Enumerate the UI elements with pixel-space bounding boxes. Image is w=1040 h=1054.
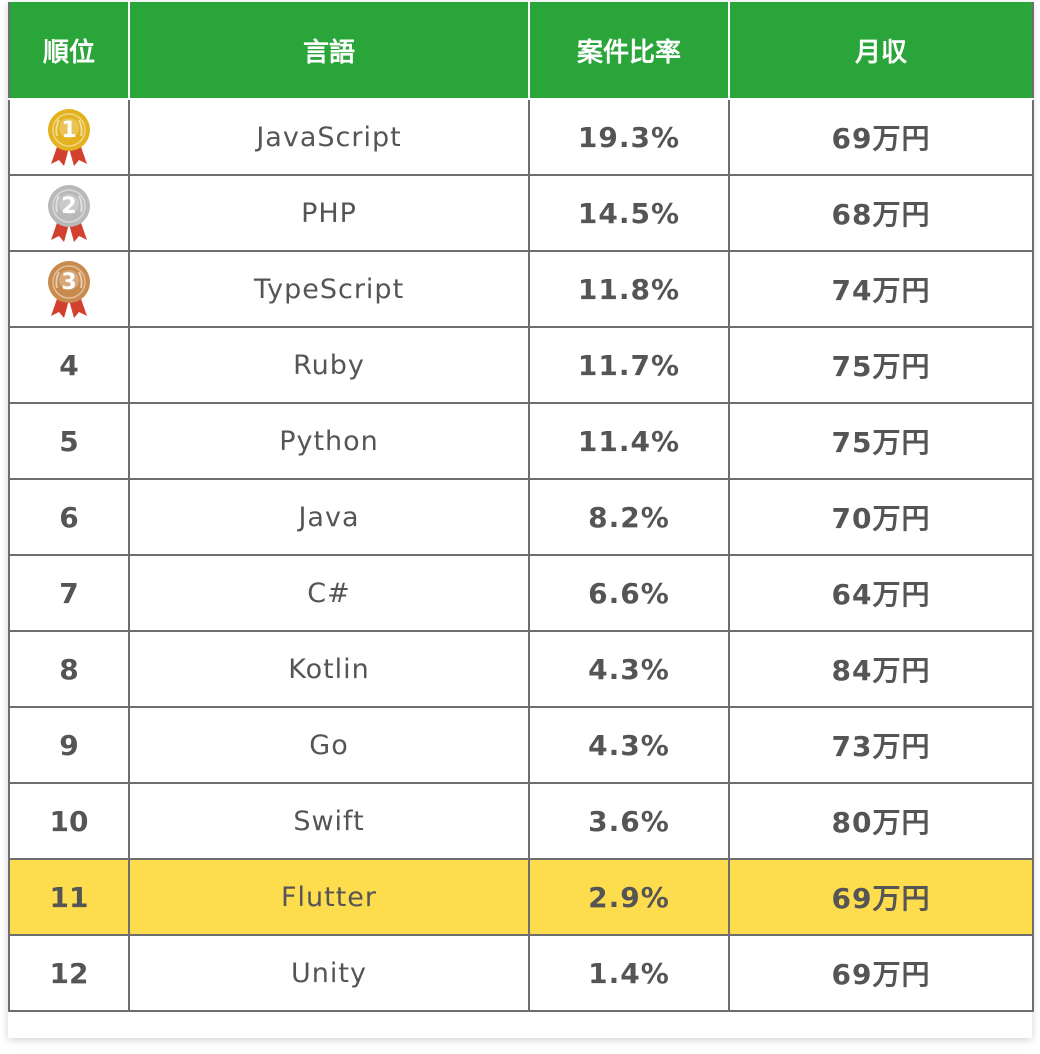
table-row: 7 C# 6.6% 64万円 bbox=[8, 554, 1034, 632]
case-ratio-cell: 8.2% bbox=[528, 478, 730, 556]
bronze-medal-icon: 3 bbox=[48, 261, 90, 318]
language-cell: Ruby bbox=[128, 326, 530, 404]
rank-number: 5 bbox=[59, 424, 79, 458]
language-cell: Go bbox=[128, 706, 530, 784]
language-cell: PHP bbox=[128, 174, 530, 252]
rank-number: 9 bbox=[59, 728, 79, 762]
rank-cell: 3 bbox=[8, 250, 130, 328]
rank-number: 11 bbox=[49, 880, 89, 914]
rank-number: 7 bbox=[59, 576, 79, 610]
language-cell: Java bbox=[128, 478, 530, 556]
header-language: 言語 bbox=[128, 2, 530, 100]
language-cell: Flutter bbox=[128, 858, 530, 936]
case-ratio-cell: 11.4% bbox=[528, 402, 730, 480]
rank-cell: 9 bbox=[8, 706, 130, 784]
table-row: 2 PHP 14.5% 68万円 bbox=[8, 174, 1034, 252]
monthly-income-cell: 73万円 bbox=[728, 706, 1034, 784]
monthly-income-cell: 69万円 bbox=[728, 858, 1034, 936]
rank-number: 8 bbox=[59, 652, 79, 686]
monthly-income-cell: 70万円 bbox=[728, 478, 1034, 556]
table-row: 12 Unity 1.4% 69万円 bbox=[8, 934, 1034, 1012]
case-ratio-cell: 11.7% bbox=[528, 326, 730, 404]
case-ratio-cell: 1.4% bbox=[528, 934, 730, 1012]
table-row: 6 Java 8.2% 70万円 bbox=[8, 478, 1034, 556]
monthly-income-cell: 64万円 bbox=[728, 554, 1034, 632]
language-cell: Swift bbox=[128, 782, 530, 860]
rank-number: 12 bbox=[49, 956, 89, 990]
table-row: 8 Kotlin 4.3% 84万円 bbox=[8, 630, 1034, 708]
rank-number: 10 bbox=[49, 804, 89, 838]
table-row: 4 Ruby 11.7% 75万円 bbox=[8, 326, 1034, 404]
ranking-table-container: 順位 言語 案件比率 月収 1 JavaScript 19.3% 69万円 2 PHP 14… bbox=[8, 2, 1034, 1038]
case-ratio-cell: 2.9% bbox=[528, 858, 730, 936]
rank-cell: 8 bbox=[8, 630, 130, 708]
medal-rank-number: 1 bbox=[61, 118, 76, 143]
case-ratio-cell: 4.3% bbox=[528, 630, 730, 708]
language-cell: Kotlin bbox=[128, 630, 530, 708]
rank-number: 4 bbox=[59, 348, 79, 382]
rank-cell: 2 bbox=[8, 174, 130, 252]
monthly-income-cell: 75万円 bbox=[728, 326, 1034, 404]
table-row: 3 TypeScript 11.8% 74万円 bbox=[8, 250, 1034, 328]
header-case-ratio: 案件比率 bbox=[528, 2, 730, 100]
rank-number: 6 bbox=[59, 500, 79, 534]
rank-cell: 4 bbox=[8, 326, 130, 404]
medal-rank-number: 2 bbox=[61, 194, 76, 219]
case-ratio-cell: 19.3% bbox=[528, 98, 730, 176]
language-cell: Python bbox=[128, 402, 530, 480]
case-ratio-cell: 4.3% bbox=[528, 706, 730, 784]
monthly-income-cell: 75万円 bbox=[728, 402, 1034, 480]
header-monthly-income: 月収 bbox=[728, 2, 1034, 100]
monthly-income-cell: 69万円 bbox=[728, 934, 1034, 1012]
table-row: 10 Swift 3.6% 80万円 bbox=[8, 782, 1034, 860]
gold-medal-icon: 1 bbox=[48, 109, 90, 166]
language-cell: Unity bbox=[128, 934, 530, 1012]
table-row: 11 Flutter 2.9% 69万円 bbox=[8, 858, 1034, 936]
monthly-income-cell: 74万円 bbox=[728, 250, 1034, 328]
rank-cell: 6 bbox=[8, 478, 130, 556]
medal-rank-number: 3 bbox=[61, 270, 76, 295]
language-ranking-table: 順位 言語 案件比率 月収 1 JavaScript 19.3% 69万円 2 PHP 14… bbox=[8, 2, 1034, 1012]
rank-cell: 1 bbox=[8, 98, 130, 176]
monthly-income-cell: 68万円 bbox=[728, 174, 1034, 252]
monthly-income-cell: 69万円 bbox=[728, 98, 1034, 176]
rank-cell: 12 bbox=[8, 934, 130, 1012]
language-cell: TypeScript bbox=[128, 250, 530, 328]
silver-medal-icon: 2 bbox=[48, 185, 90, 242]
table-row: 1 JavaScript 19.3% 69万円 bbox=[8, 98, 1034, 176]
case-ratio-cell: 11.8% bbox=[528, 250, 730, 328]
table-row: 9 Go 4.3% 73万円 bbox=[8, 706, 1034, 784]
rank-cell: 10 bbox=[8, 782, 130, 860]
rank-cell: 7 bbox=[8, 554, 130, 632]
case-ratio-cell: 14.5% bbox=[528, 174, 730, 252]
case-ratio-cell: 3.6% bbox=[528, 782, 730, 860]
case-ratio-cell: 6.6% bbox=[528, 554, 730, 632]
rank-cell: 11 bbox=[8, 858, 130, 936]
monthly-income-cell: 84万円 bbox=[728, 630, 1034, 708]
monthly-income-cell: 80万円 bbox=[728, 782, 1034, 860]
rank-cell: 5 bbox=[8, 402, 130, 480]
language-cell: C# bbox=[128, 554, 530, 632]
header-rank: 順位 bbox=[8, 2, 130, 100]
table-row: 5 Python 11.4% 75万円 bbox=[8, 402, 1034, 480]
table-header-row: 順位 言語 案件比率 月収 bbox=[8, 2, 1034, 100]
language-cell: JavaScript bbox=[128, 98, 530, 176]
